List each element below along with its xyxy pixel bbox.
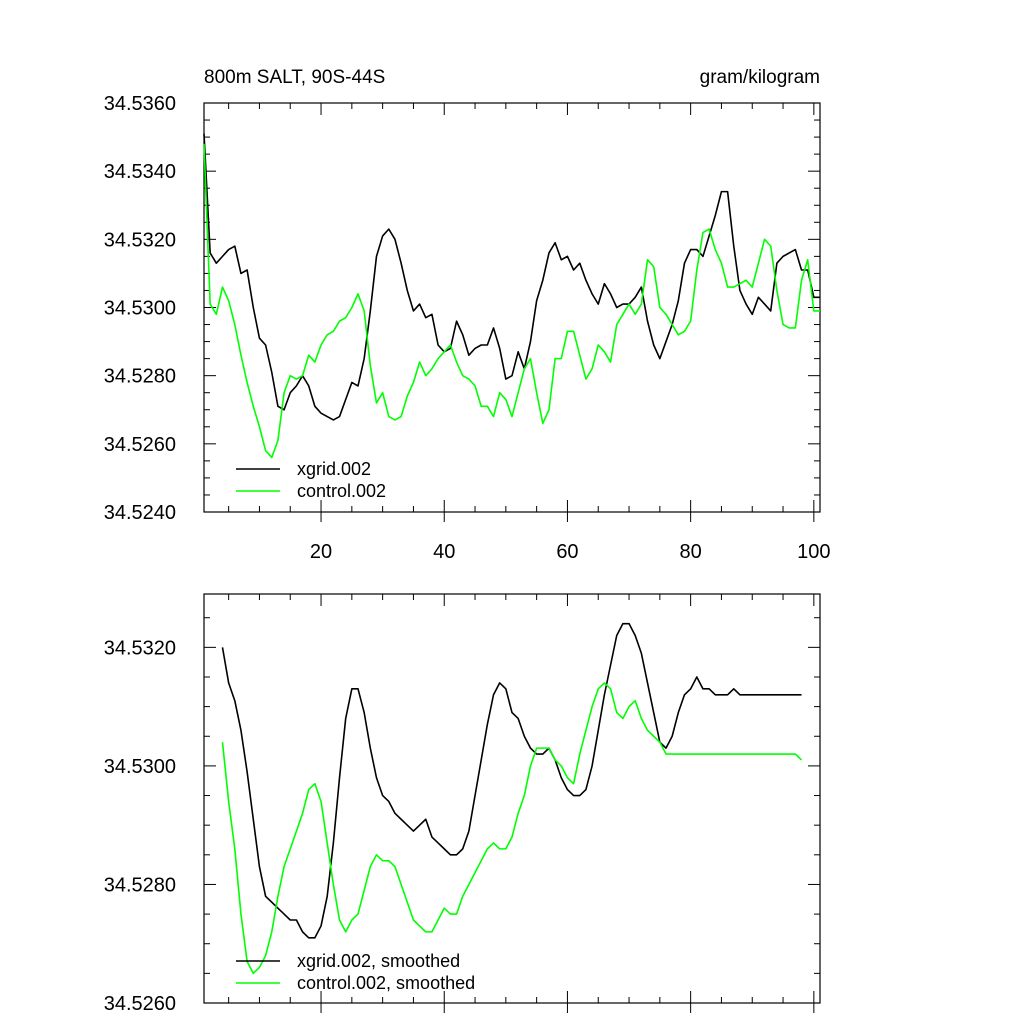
top-series-line-1 (203, 143, 820, 459)
bottom-series-line-0 (221, 622, 802, 939)
bottom-y-tick-label: 34.5280 (104, 874, 176, 896)
top-y-tick-label: 34.5340 (104, 161, 176, 183)
bottom-series (221, 622, 803, 975)
top-x-tick-label: 100 (797, 541, 830, 563)
top-y-tick-label: 34.5240 (104, 502, 176, 524)
top-panel-title: 800m SALT, 90S-44S (204, 67, 385, 88)
top-plot-frame (203, 102, 821, 513)
top-y-tick-label: 34.5300 (104, 298, 176, 320)
top-x-tick-label: 80 (680, 541, 702, 563)
top-legend-label-0: xgrid.002 (297, 459, 371, 479)
bottom-y-tick-label: 34.5300 (104, 756, 176, 778)
top-x-tick-label: 40 (433, 541, 455, 563)
top-panel: 800m SALT, 90S-44S gram/kilogram 34.5240… (104, 67, 831, 563)
bottom-legend-label-1: control.002, smoothed (297, 973, 475, 993)
top-y-tick-label: 34.5320 (104, 229, 176, 251)
top-series-line-0 (203, 133, 820, 421)
top-legend-label-1: control.002 (297, 481, 386, 501)
top-y-tick-label: 34.5280 (104, 366, 176, 388)
bottom-series-line-1 (221, 682, 803, 975)
bottom-panel: 34.5260 34.5280 34.5300 34.5320 xgrid.002, … (104, 593, 821, 1015)
top-x-tick-label: 20 (310, 541, 332, 563)
top-y-tick-label: 34.5260 (104, 434, 176, 456)
bottom-y-tick-label: 34.5260 (104, 993, 176, 1015)
top-ticks: 34.5240 34.5260 34.5280 34.5300 34.5320 34.53… (104, 93, 831, 563)
top-series (203, 133, 820, 459)
top-x-tick-label: 60 (556, 541, 578, 563)
bottom-ticks: 34.5260 34.5280 34.5300 34.5320 (104, 594, 820, 1015)
top-y-tick-label: 34.5360 (104, 93, 176, 115)
bottom-plot-frame (203, 593, 821, 1004)
bottom-legend-label-0: xgrid.002, smoothed (297, 951, 460, 971)
top-panel-units: gram/kilogram (700, 67, 820, 88)
bottom-y-tick-label: 34.5320 (104, 637, 176, 659)
